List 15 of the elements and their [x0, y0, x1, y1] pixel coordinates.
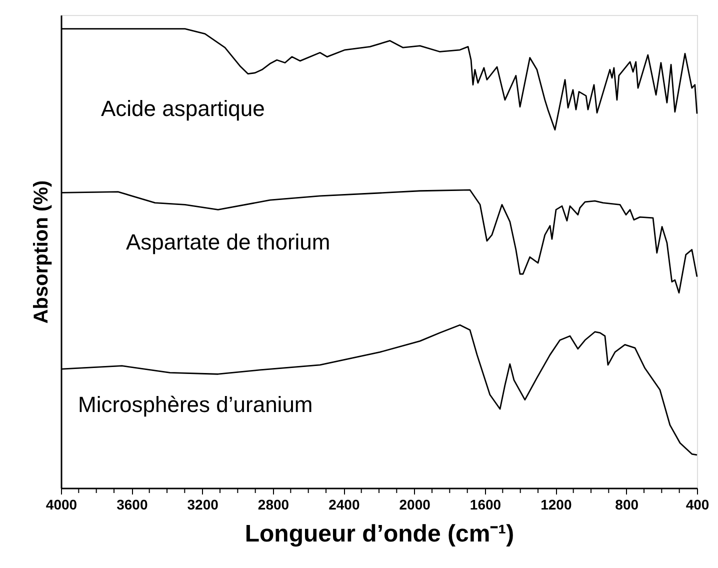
series-label: Microsphères d’uranium	[78, 392, 313, 418]
x-tick-label: 2400	[328, 496, 360, 512]
x-tick-label: 2800	[258, 496, 290, 512]
x-axis-title: Longueur d’onde (cm⁻¹)	[244, 520, 514, 548]
x-tick-label: 1600	[470, 496, 502, 512]
x-tick-label: 1200	[540, 496, 572, 512]
y-axis-title: Absorption (%)	[30, 180, 52, 324]
x-tick-label: 400	[686, 496, 710, 512]
x-tick-label: 800	[615, 496, 639, 512]
series-label: Acide aspartique	[101, 96, 265, 121]
x-tick-label: 3200	[187, 496, 219, 512]
x-tick-label: 4000	[46, 496, 78, 512]
x-tick-label: 2000	[399, 496, 431, 512]
series-label: Aspartate de thorium	[126, 230, 330, 255]
x-tick-label: 3600	[116, 496, 148, 512]
